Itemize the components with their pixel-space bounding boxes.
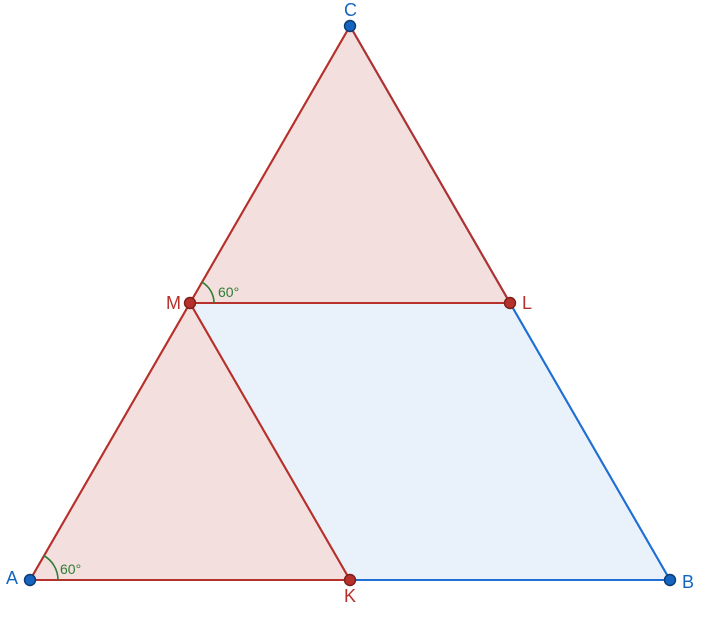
point-M <box>185 298 196 309</box>
geometry-canvas: 60° 60° A B C K L M <box>0 0 710 630</box>
label-M: M <box>166 293 181 313</box>
label-C: C <box>344 0 357 20</box>
point-A <box>25 575 36 586</box>
label-A: A <box>6 568 18 588</box>
label-K: K <box>344 586 356 606</box>
point-K <box>345 575 356 586</box>
label-L: L <box>522 293 532 313</box>
angle-label-M: 60° <box>218 284 239 300</box>
label-B: B <box>682 572 694 592</box>
angle-label-A: 60° <box>60 561 81 577</box>
point-C <box>345 21 356 32</box>
point-L <box>505 298 516 309</box>
triangle-MLC <box>190 26 510 303</box>
point-B <box>665 575 676 586</box>
